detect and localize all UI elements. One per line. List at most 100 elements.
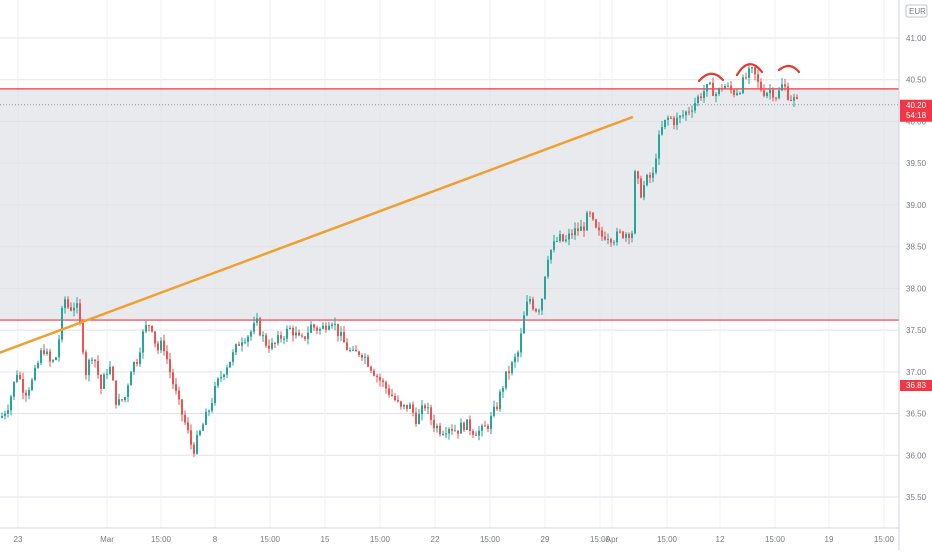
candle-body [649,174,651,178]
candle-body [232,352,234,362]
candle-body [610,239,612,243]
candle-body [205,411,207,425]
price-tick-label: 39.00 [906,201,927,210]
candle-body [181,399,183,415]
candle-body [406,404,408,409]
time-tick-label: 15:00 [480,535,501,544]
candle-body [790,99,792,101]
candle-body [253,322,255,332]
price-tick-label: 37.50 [906,326,927,335]
candle-body [739,92,741,94]
candle-body [199,430,201,435]
price-tick-label: 40.50 [906,76,927,85]
candle-body [472,430,474,435]
candle-body [208,410,210,412]
candle-body [430,407,432,420]
candle-body [271,342,273,349]
candle-body [139,352,141,364]
candle-body [28,390,30,396]
candle-body [142,331,144,353]
candle-body [238,344,240,346]
candle-body [7,410,9,414]
candle-body [46,351,48,354]
candle-body [1,416,3,418]
candle-body [382,380,384,383]
candle-body [148,325,150,327]
candle-body [52,360,54,362]
time-tick-label: 15:00 [151,535,172,544]
candle-body [637,171,639,179]
time-axis: 23 Mar 15:00 8 15:00 15 15:00 22 15:00 29 15:00Apr… [0,527,899,544]
candle-body [163,340,165,352]
candle-body [709,82,711,85]
candle-body [229,361,231,368]
candle-body [115,380,117,405]
candle-body [136,362,138,364]
candle-body [187,422,189,431]
candle-body [346,342,348,351]
candle-body [679,115,681,118]
time-tick-label: Mar [100,535,114,544]
candle-body [733,90,735,95]
candle-body [478,430,480,436]
candle-body [571,233,573,236]
candle-body [370,366,372,371]
candle-body [304,336,306,339]
candle-body [307,332,309,339]
candle-body [43,350,45,354]
candle-body [652,172,654,178]
candle-body [427,407,429,409]
candle-body [502,388,504,392]
candle-body [562,234,564,242]
price-zone [0,88,899,321]
candle-body [82,321,84,353]
candle-body [553,241,555,250]
candle-body [523,315,525,334]
candle-body [241,342,243,346]
candle-body [778,90,780,99]
time-tick-label: 15:00 [657,535,678,544]
candle-body [421,405,423,415]
time-tick-label: 23 [14,535,23,544]
candle-body [283,338,285,340]
candle-body [385,382,387,389]
candle-body [16,374,18,382]
candle-body [268,345,270,349]
candle-body [394,396,396,401]
candle-body [736,93,738,95]
candle-body [520,333,522,353]
candle-body [445,433,447,435]
marker-price-value: 36.83 [906,381,927,390]
candle-body [403,404,405,407]
candle-body [196,434,198,454]
candle-body [397,400,399,402]
candle-body [724,85,726,89]
candle-body [157,343,159,351]
candle-body [223,374,225,377]
candle-body [691,110,693,112]
candle-body [574,228,576,236]
candle-body [37,362,39,368]
candle-body [184,414,186,423]
candle-body [721,88,723,90]
candle-body [211,403,213,411]
candle-body [796,97,798,99]
candle-body [619,231,621,233]
candle-body [763,90,765,96]
candle-body [760,81,762,91]
candle-body [319,328,321,331]
candle-body [265,335,267,346]
candle-body [310,324,312,333]
time-tick-label: 15:00 [260,535,281,544]
candle-body [13,381,15,397]
candle-body [58,339,60,358]
candle-body [544,276,546,299]
price-axis-bg [899,0,932,550]
candle-body [175,384,177,391]
candle-body [25,392,27,396]
candle-body [706,84,708,92]
candle-body [343,332,345,343]
price-tick-label: 38.50 [906,243,927,252]
